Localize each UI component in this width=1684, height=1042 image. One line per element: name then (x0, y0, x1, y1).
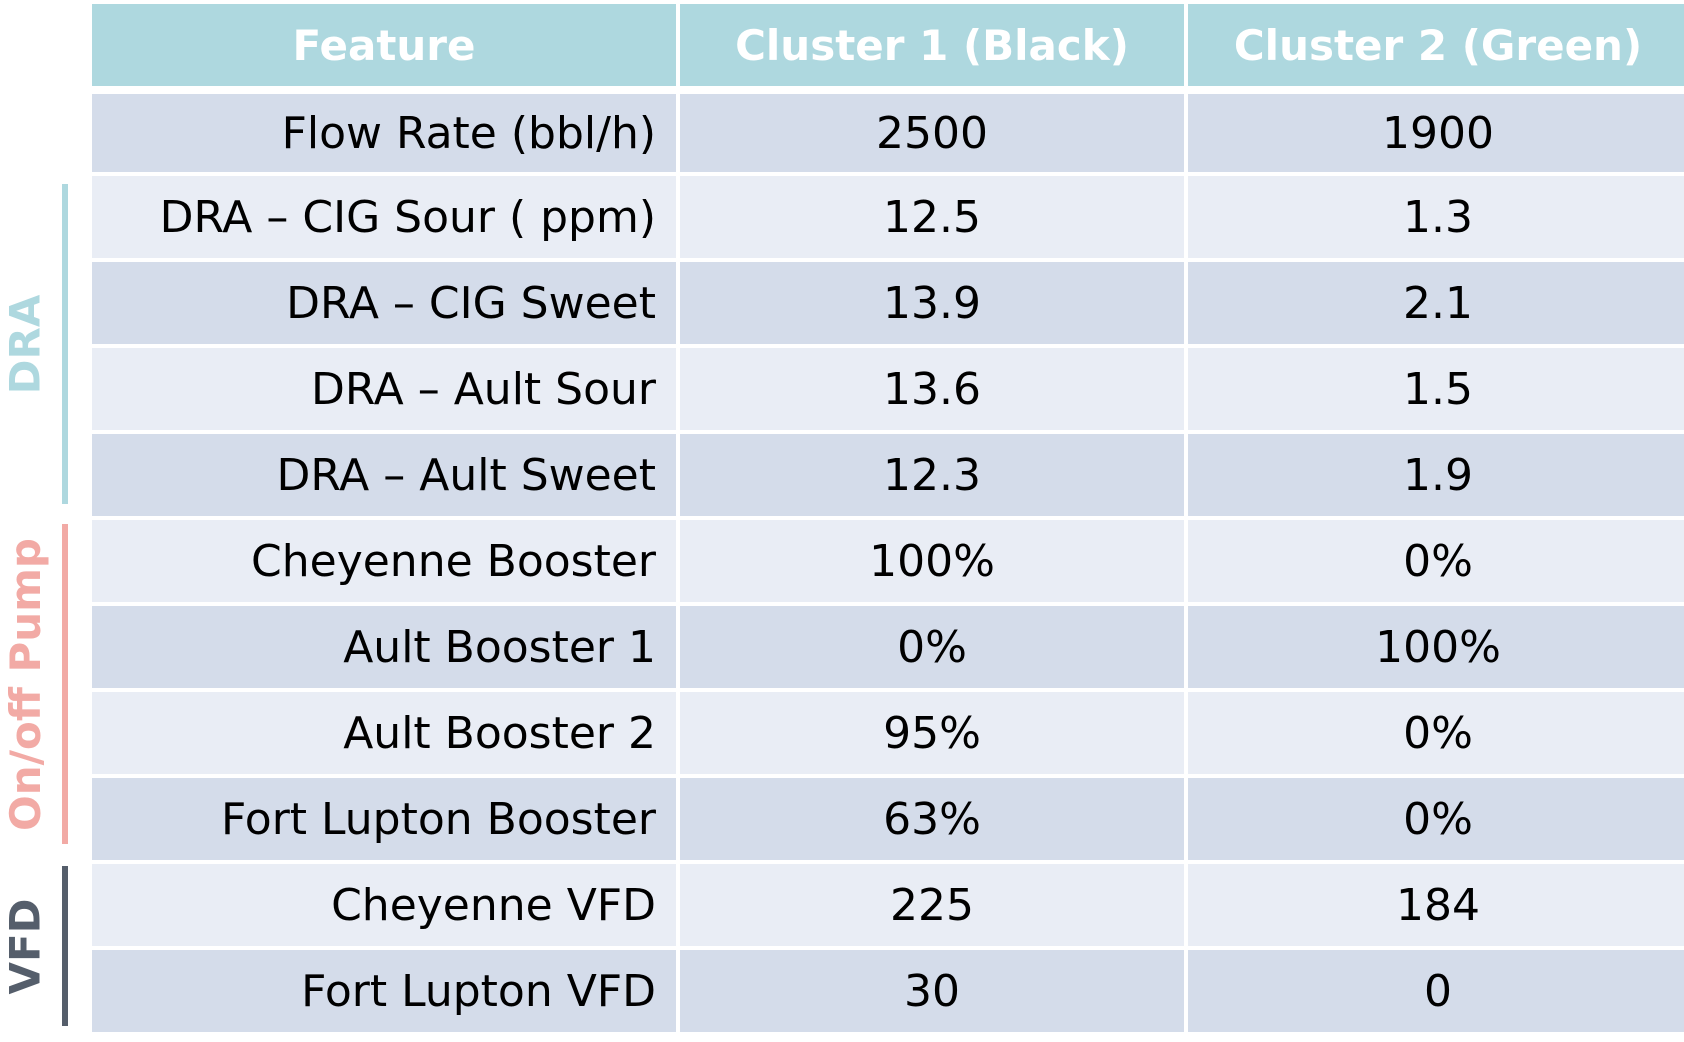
row-feature: Ault Booster 1 (92, 606, 676, 688)
group-dra: DRA (0, 184, 72, 504)
row-cluster-1-value: 0% (680, 606, 1184, 688)
group-bar-dra (62, 184, 68, 504)
row-cluster-2-value: 1.5 (1188, 348, 1684, 430)
row-cluster-2-value: 0% (1188, 692, 1684, 774)
row-feature: DRA – Ault Sweet (92, 434, 676, 516)
row-feature: DRA – CIG Sour ( ppm) (92, 176, 676, 258)
row-cluster-1-value: 2500 (680, 94, 1184, 172)
row-feature: Fort Lupton VFD (92, 950, 676, 1032)
row-cluster-2-value: 2.1 (1188, 262, 1684, 344)
row-cluster-2-value: 1900 (1188, 94, 1684, 172)
row-cluster-1-value: 12.3 (680, 434, 1184, 516)
row-cluster-1-value: 225 (680, 864, 1184, 946)
row-cluster-2-value: 1.9 (1188, 434, 1684, 516)
row-feature: DRA – Ault Sour (92, 348, 676, 430)
row-feature: DRA – CIG Sweet (92, 262, 676, 344)
row-cluster-1-value: 12.5 (680, 176, 1184, 258)
row-cluster-2-value: 184 (1188, 864, 1684, 946)
row-cluster-2-value: 1.3 (1188, 176, 1684, 258)
row-cluster-1-value: 13.9 (680, 262, 1184, 344)
row-cluster-2-value: 0% (1188, 520, 1684, 602)
header-cluster-1: Cluster 1 (Black) (680, 4, 1184, 86)
group-onoff-pump: On/off Pump (0, 524, 72, 844)
row-cluster-2-value: 100% (1188, 606, 1684, 688)
row-cluster-1-value: 95% (680, 692, 1184, 774)
row-feature: Ault Booster 2 (92, 692, 676, 774)
group-label-vfd: VFD (0, 897, 50, 995)
row-cluster-1-value: 100% (680, 520, 1184, 602)
group-vfd: VFD (0, 866, 72, 1026)
group-bar-onoff-pump (62, 524, 68, 844)
header-feature: Feature (92, 4, 676, 86)
group-bar-vfd (62, 866, 68, 1026)
row-cluster-1-value: 13.6 (680, 348, 1184, 430)
row-cluster-1-value: 30 (680, 950, 1184, 1032)
row-feature: Fort Lupton Booster (92, 778, 676, 860)
row-cluster-1-value: 63% (680, 778, 1184, 860)
group-label-onoff-pump: On/off Pump (0, 537, 50, 831)
header-cluster-2: Cluster 2 (Green) (1188, 4, 1684, 86)
cluster-table: Feature Cluster 1 (Black) Cluster 2 (Gre… (92, 4, 1684, 1032)
row-cluster-2-value: 0 (1188, 950, 1684, 1032)
group-label-dra: DRA (0, 294, 50, 394)
row-feature: Cheyenne Booster (92, 520, 676, 602)
row-feature: Cheyenne VFD (92, 864, 676, 946)
row-feature: Flow Rate (bbl/h) (92, 94, 676, 172)
row-cluster-2-value: 0% (1188, 778, 1684, 860)
